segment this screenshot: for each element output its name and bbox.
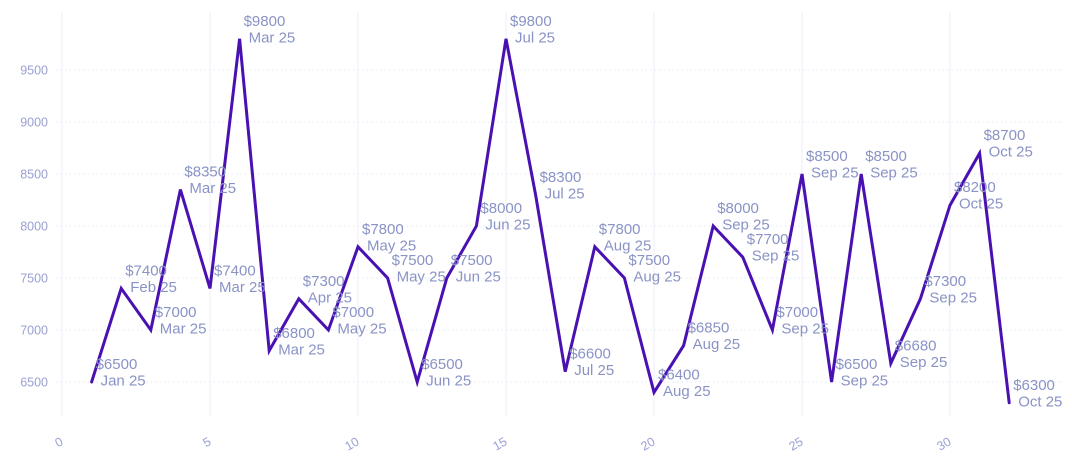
point-date-label: Mar 25 [189,180,236,197]
point-value-label: $6500 [96,356,138,373]
point-value-label: $8200 [954,179,996,196]
point-value-label: $6680 [895,337,937,354]
point-value-label: $7500 [392,252,434,269]
point-date-label: Aug 25 [663,383,711,400]
y-axis-tick-label: 7000 [20,324,48,338]
x-axis-tick-label: 20 [638,434,657,453]
point-date-label: Jul 25 [574,362,614,379]
point-value-label: $6600 [569,346,611,363]
point-value-label: $7500 [628,252,670,269]
point-date-label: May 25 [337,321,386,338]
point-date-label: Mar 25 [160,321,207,338]
point-value-label: $7400 [125,262,167,279]
point-value-label: $7000 [332,304,374,321]
point-date-label: Jun 25 [485,217,530,234]
point-value-label: $6400 [658,366,700,383]
point-date-label: Aug 25 [633,269,681,286]
point-date-label: Aug 25 [693,336,741,353]
x-axis-tick-label: 30 [934,434,953,453]
point-date-label: May 25 [397,269,446,286]
point-date-label: Sep 25 [870,165,918,182]
point-date-label: Feb 25 [130,279,177,296]
point-date-label: Sep 25 [841,373,889,390]
x-axis-tick-label: 25 [786,434,805,453]
point-value-label: $7300 [303,273,345,290]
y-axis-tick-label: 9500 [20,64,48,78]
x-axis-tick-label: 10 [342,434,361,453]
point-date-label: Jun 25 [456,269,501,286]
point-value-label: $9800 [244,13,286,30]
y-axis-tick-label: 8000 [20,220,48,234]
point-value-label: $9800 [510,13,552,30]
x-axis-tick-label: 15 [490,434,509,453]
point-date-label: Sep 25 [781,321,829,338]
point-value-label: $6300 [1013,377,1055,394]
point-value-label: $6500 [836,356,878,373]
y-axis-tick-label: 8500 [20,168,48,182]
point-value-label: $6850 [688,320,730,337]
point-date-label: Sep 25 [752,248,800,265]
point-value-label: $6500 [421,356,463,373]
point-date-label: Oct 25 [989,144,1033,161]
point-value-label: $8300 [540,169,582,186]
point-date-label: May 25 [367,237,416,254]
x-axis-tick-label: 5 [200,434,213,450]
x-axis-tick-label: 0 [52,434,65,450]
point-date-label: Mar 25 [249,29,296,46]
point-date-label: Mar 25 [219,279,266,296]
point-date-label: Jan 25 [101,373,146,390]
point-date-label: Sep 25 [900,354,948,371]
y-axis-tick-label: 9000 [20,116,48,130]
point-date-label: Jul 25 [545,185,585,202]
point-date-label: Sep 25 [811,165,859,182]
point-value-label: $7400 [214,262,256,279]
point-date-label: Aug 25 [604,237,652,254]
point-value-label: $7000 [155,304,197,321]
point-value-label: $8350 [184,164,226,181]
point-date-label: Jun 25 [426,373,471,390]
point-date-label: Oct 25 [1018,393,1062,410]
point-value-label: $7000 [776,304,818,321]
point-value-label: $6800 [273,325,315,342]
point-value-label: $8000 [480,200,522,217]
point-date-label: Mar 25 [278,341,325,358]
point-value-label: $7800 [362,221,404,238]
y-axis-tick-label: 7500 [20,272,48,286]
point-value-label: $8500 [806,148,848,165]
point-value-label: $8000 [717,200,759,217]
point-date-label: Oct 25 [959,196,1003,213]
point-value-label: $7500 [451,252,493,269]
point-value-label: $8700 [984,127,1026,144]
point-date-label: Jul 25 [515,29,555,46]
point-date-label: Sep 25 [722,217,770,234]
point-value-label: $7700 [747,231,789,248]
data-line-series[interactable] [90,38,1011,405]
point-date-label: Sep 25 [929,289,977,306]
point-value-label: $8500 [865,148,907,165]
y-axis-tick-label: 6500 [20,376,48,390]
point-value-label: $7300 [924,273,966,290]
point-date-label: Apr 25 [308,289,352,306]
point-value-label: $7800 [599,221,641,238]
